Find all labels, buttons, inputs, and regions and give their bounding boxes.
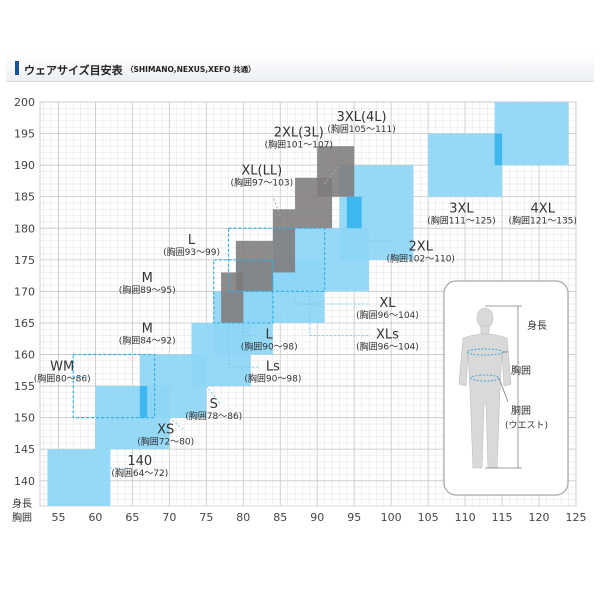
y-tick-label: 195 [14,128,35,141]
leader-xl [294,291,369,305]
page-subtitle: （SHIMANO,NEXUS,XEFO 共通） [126,65,256,74]
body-chest-label: 胸囲 [511,364,531,377]
size-label: XL [379,296,396,311]
chest-range-label: (胸囲64〜72) [111,467,168,479]
chest-range-label: (胸囲93〜99) [163,246,220,258]
size-label: XLs [376,328,399,343]
x-tick-label: 65 [125,511,139,524]
chest-range-label: (胸囲102〜110) [387,252,455,264]
size-label: 4XL [531,201,556,216]
chest-range-label: (胸囲72〜80) [137,435,194,447]
x-tick-label: 70 [162,511,176,524]
y-tick-label: 185 [14,191,35,204]
body-height-label: 身長 [527,319,547,332]
y-tick-label: 160 [14,349,35,362]
size-range-box-gray [235,240,273,292]
leader-l [242,322,259,337]
chart-header: ウェアサイズ目安表 （SHIMANO,NEXUS,XEFO 共通） [6,55,594,82]
x-tick-label: 115 [492,511,513,524]
chest-range-label: (胸囲90〜98) [244,372,301,384]
y-tick-label: 175 [14,254,35,267]
x-tick-label: 125 [566,511,587,524]
y-tick-label: 170 [14,285,35,298]
size-label: M [142,321,153,336]
chest-range-label: (胸囲97〜103) [230,177,293,189]
size-label: L [266,328,274,343]
size-range-box-dashed [227,227,326,292]
body-figure-panel [443,280,569,496]
body-silhouette [458,307,512,469]
leader-xs [169,417,185,431]
size-label: 2XL [409,239,434,254]
chest-range-label: (胸囲89〜95) [119,284,176,296]
header-accent-bar [15,61,19,75]
leader-s [205,385,222,406]
size-label: Ls [266,359,280,374]
size-label: 140 [127,454,152,469]
leader-xls [309,291,369,337]
leader-2xl3l [324,164,340,185]
size-label: XS [157,422,174,437]
y-axis-label: 身長 [12,497,32,510]
x-tick-label: 95 [347,511,361,524]
x-tick-label: 90 [310,511,324,524]
size-range-box [494,102,569,166]
size-label: S [210,397,218,412]
chest-range-label: (胸囲96〜104) [356,341,419,353]
page-title: ウェアサイズ目安表 [24,64,123,77]
chest-range-label: (胸囲101〜107) [265,139,333,151]
guide-waist-leader [498,377,509,403]
chest-range-label: (胸囲80〜86) [34,372,91,384]
x-tick-label: 55 [51,511,65,524]
x-tick-label: 60 [88,511,102,524]
size-range-box-dashed [72,353,156,419]
size-range-box-gray [317,146,355,197]
leader-xlll [272,196,281,216]
y-tick-label: 150 [14,412,35,425]
x-tick-label: 85 [273,511,287,524]
y-tick-label: 190 [14,159,35,172]
y-tick-label: 165 [14,317,35,330]
chest-range-label: (胸囲84〜92) [119,334,176,346]
size-label: 2XL(3L) [274,126,324,141]
size-range-box-gray [272,209,296,273]
y-tick-label: 145 [14,443,35,456]
size-label: XL(LL) [241,164,282,179]
chest-range-label: (胸囲105〜111) [327,123,395,135]
x-tick-label: 105 [418,511,439,524]
y-tick-label: 155 [14,380,35,393]
size-range-box [47,449,111,506]
size-label: L [188,233,196,248]
y-tick-label: 200 [14,96,35,109]
size-label: WM [50,359,74,374]
chest-range-label: (胸囲90〜98) [241,341,298,353]
x-tick-label: 80 [236,511,250,524]
size-range-overlap [346,196,362,229]
x-tick-label: 75 [199,511,213,524]
size-range-overlap [139,386,148,418]
size-label: 3XL [449,201,474,216]
body-neck [480,325,490,335]
chest-range-label: (胸囲111〜125) [427,214,495,226]
size-label: M [142,271,153,286]
body-waist-label: 胴囲 [511,405,531,417]
x-tick-label: 110 [455,511,476,524]
body-head [476,307,494,329]
size-range-overlap [494,133,503,166]
x-tick-label: 100 [381,511,402,524]
y-tick-label: 180 [14,222,35,235]
leader-ls [228,322,259,368]
body-waist-sub-label: (ウエスト) [505,420,548,431]
body-torso [458,333,512,469]
x-tick-label: 120 [529,511,550,524]
y-tick-label: 140 [14,475,35,488]
size-label: 3XL(4L) [337,110,387,125]
size-range-box [428,133,503,197]
x-axis-label: 胸囲 [12,511,32,524]
chest-range-label: (胸囲121〜135) [509,214,577,226]
chest-range-label: (胸囲96〜104) [356,309,419,321]
chest-range-label: (胸囲78〜86) [185,410,242,422]
